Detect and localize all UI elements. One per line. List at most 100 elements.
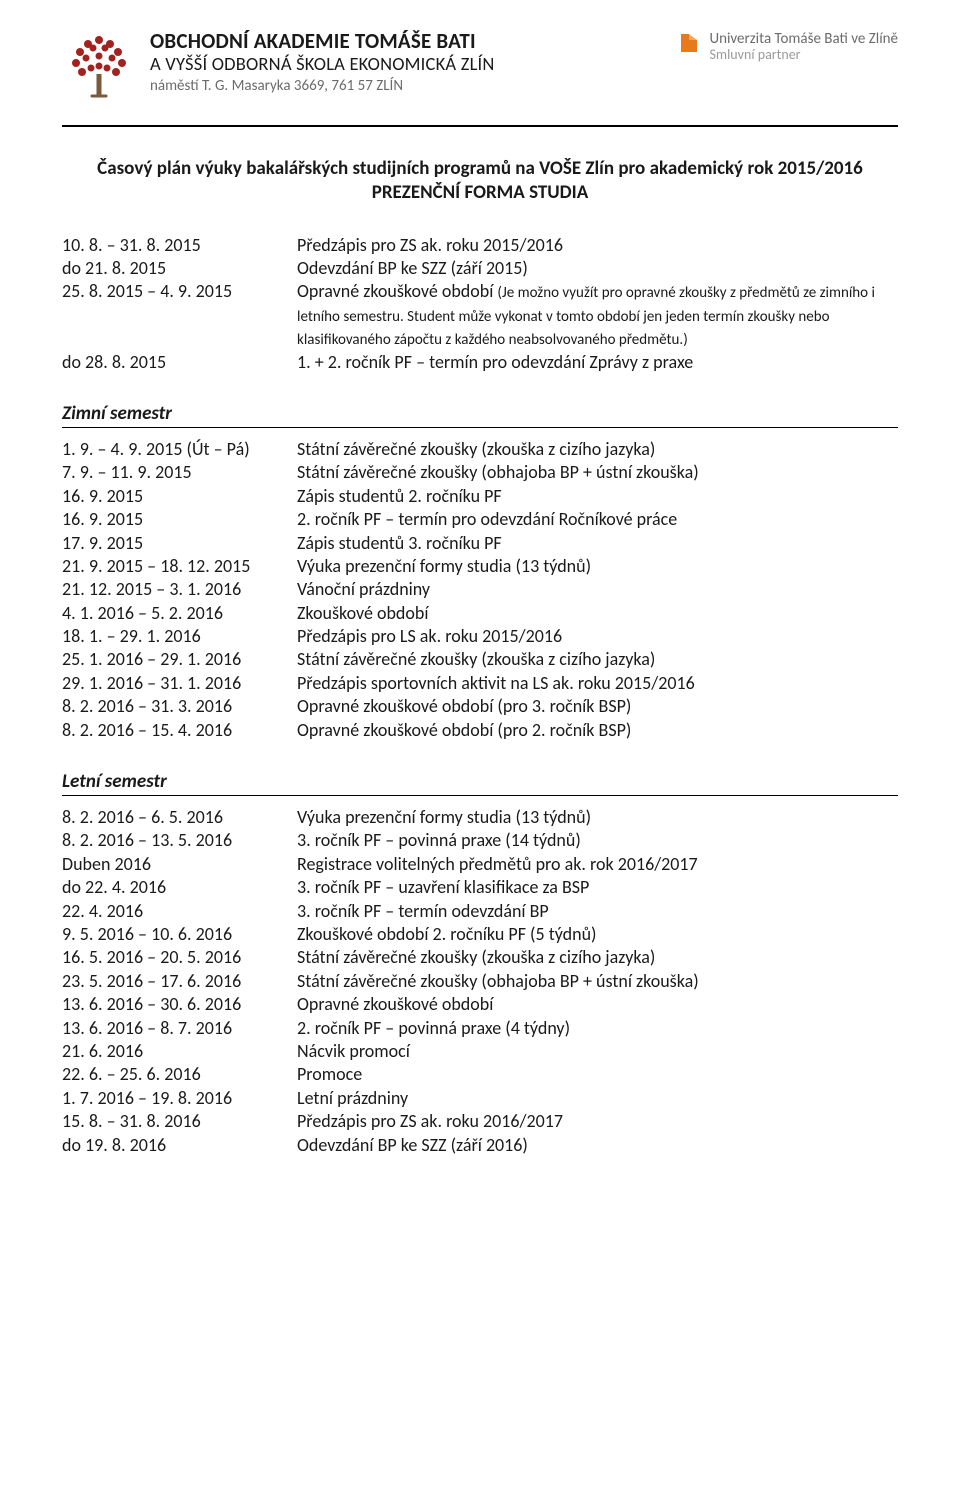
desc-cell: Státní závěrečné zkoušky (obhajoba BP + … [297, 970, 898, 993]
desc-cell: Zkouškové období [297, 602, 898, 625]
date-cell: 8. 2. 2016 – 13. 5. 2016 [62, 829, 297, 852]
desc-cell: Odevzdání BP ke SZZ (září 2015) [297, 257, 898, 280]
date-cell: 29. 1. 2016 – 31. 1. 2016 [62, 672, 297, 695]
schedule-row: 15. 8. – 31. 8. 2016Předzápis pro ZS ak.… [62, 1110, 898, 1133]
section-heading: Zimní semestr [62, 402, 898, 428]
utb-text-block: Univerzita Tomáše Bati ve Zlíně Smluvní … [709, 30, 898, 63]
school-name-line2: A VYŠŠÍ ODBORNÁ ŠKOLA EKONOMICKÁ ZLÍN [150, 52, 495, 75]
school-address: náměstí T. G. Masaryka 3669, 761 57 ZLÍN [150, 77, 495, 95]
date-cell: 18. 1. – 29. 1. 2016 [62, 625, 297, 648]
desc-lead: Opravné zkouškové období [297, 280, 497, 302]
schedule-row: 8. 2. 2016 – 15. 4. 2016Opravné zkouškov… [62, 719, 898, 742]
date-cell: 22. 4. 2016 [62, 900, 297, 923]
schedule-row: 1. 9. – 4. 9. 2015 (Út – Pá)Státní závěr… [62, 438, 898, 461]
date-cell: 25. 8. 2015 – 4. 9. 2015 [62, 280, 297, 350]
date-cell: 9. 5. 2016 – 10. 6. 2016 [62, 923, 297, 946]
date-cell: 17. 9. 2015 [62, 532, 297, 555]
schedule-row: 8. 2. 2016 – 31. 3. 2016Opravné zkouškov… [62, 695, 898, 718]
date-cell: 16. 9. 2015 [62, 508, 297, 531]
desc-cell: 3. ročník PF – uzavření klasifikace za B… [297, 876, 898, 899]
schedule-row: 25. 8. 2015 – 4. 9. 2015Opravné zkouškov… [62, 280, 898, 350]
schedule-row: do 21. 8. 2015Odevzdání BP ke SZZ (září … [62, 257, 898, 280]
desc-cell: 2. ročník PF – povinná praxe (4 týdny) [297, 1017, 898, 1040]
schedule-row: 4. 1. 2016 – 5. 2. 2016Zkouškové období [62, 602, 898, 625]
section-heading: Letní semestr [62, 770, 898, 796]
desc-cell: Státní závěrečné zkoušky (zkouška z cizí… [297, 946, 898, 969]
date-cell: 13. 6. 2016 – 30. 6. 2016 [62, 993, 297, 1016]
desc-cell: Zápis studentů 3. ročníku PF [297, 532, 898, 555]
date-cell: 21. 9. 2015 – 18. 12. 2015 [62, 555, 297, 578]
schedule-row: 17. 9. 2015Zápis studentů 3. ročníku PF [62, 532, 898, 555]
schedule-row: 9. 5. 2016 – 10. 6. 2016Zkouškové období… [62, 923, 898, 946]
desc-cell: Registrace volitelných předmětů pro ak. … [297, 853, 898, 876]
schedule-row: 7. 9. – 11. 9. 2015Státní závěrečné zkou… [62, 461, 898, 484]
desc-cell: 3. ročník PF – povinná praxe (14 týdnů) [297, 829, 898, 852]
schedule-row: do 19. 8. 2016Odevzdání BP ke SZZ (září … [62, 1134, 898, 1157]
schedule-row: 23. 5. 2016 – 17. 6. 2016Státní závěrečn… [62, 970, 898, 993]
date-cell: Duben 2016 [62, 853, 297, 876]
date-cell: 1. 7. 2016 – 19. 8. 2016 [62, 1087, 297, 1110]
desc-cell: Opravné zkouškové období (pro 3. ročník … [297, 695, 898, 718]
desc-cell: Státní závěrečné zkoušky (obhajoba BP + … [297, 461, 898, 484]
date-cell: 15. 8. – 31. 8. 2016 [62, 1110, 297, 1133]
header-left: OBCHODNÍ AKADEMIE TOMÁŠE BATI A VYŠŠÍ OD… [62, 28, 495, 107]
date-cell: 22. 6. – 25. 6. 2016 [62, 1063, 297, 1086]
date-cell: 25. 1. 2016 – 29. 1. 2016 [62, 648, 297, 671]
schedule-row: 8. 2. 2016 – 6. 5. 2016Výuka prezenční f… [62, 806, 898, 829]
date-cell: 4. 1. 2016 – 5. 2. 2016 [62, 602, 297, 625]
desc-cell: 1. + 2. ročník PF – termín pro odevzdání… [297, 351, 898, 374]
desc-cell: Výuka prezenční formy studia (13 týdnů) [297, 806, 898, 829]
schedule-row: 16. 9. 20152. ročník PF – termín pro ode… [62, 508, 898, 531]
date-cell: 10. 8. – 31. 8. 2015 [62, 234, 297, 257]
school-name-line1: OBCHODNÍ AKADEMIE TOMÁŠE BATI [150, 28, 495, 54]
date-cell: 8. 2. 2016 – 31. 3. 2016 [62, 695, 297, 718]
date-cell: 13. 6. 2016 – 8. 7. 2016 [62, 1017, 297, 1040]
date-cell: 21. 6. 2016 [62, 1040, 297, 1063]
document-title: Časový plán výuky bakalářských studijníc… [62, 157, 898, 206]
date-cell: 8. 2. 2016 – 6. 5. 2016 [62, 806, 297, 829]
school-title-block: OBCHODNÍ AKADEMIE TOMÁŠE BATI A VYŠŠÍ OD… [150, 28, 495, 95]
schedule-row: do 22. 4. 20163. ročník PF – uzavření kl… [62, 876, 898, 899]
desc-cell: Opravné zkouškové období [297, 993, 898, 1016]
desc-cell: Zkouškové období 2. ročníku PF (5 týdnů) [297, 923, 898, 946]
schedule-row: 16. 9. 2015Zápis studentů 2. ročníku PF [62, 485, 898, 508]
header-divider [62, 125, 898, 127]
desc-cell: Předzápis pro ZS ak. roku 2015/2016 [297, 234, 898, 257]
intro-table: 10. 8. – 31. 8. 2015Předzápis pro ZS ak.… [62, 234, 898, 374]
date-cell: 7. 9. – 11. 9. 2015 [62, 461, 297, 484]
title-line1: Časový plán výuky bakalářských studijníc… [97, 157, 863, 180]
date-cell: 23. 5. 2016 – 17. 6. 2016 [62, 970, 297, 993]
schedule-row: 1. 7. 2016 – 19. 8. 2016Letní prázdniny [62, 1087, 898, 1110]
page: OBCHODNÍ AKADEMIE TOMÁŠE BATI A VYŠŠÍ OD… [0, 0, 960, 1217]
desc-cell: Předzápis sportovních aktivit na LS ak. … [297, 672, 898, 695]
date-cell: do 28. 8. 2015 [62, 351, 297, 374]
desc-cell: Opravné zkouškové období (pro 2. ročník … [297, 719, 898, 742]
desc-cell: Letní prázdniny [297, 1087, 898, 1110]
schedule-table: 1. 9. – 4. 9. 2015 (Út – Pá)Státní závěr… [62, 438, 898, 742]
schedule-row: 16. 5. 2016 – 20. 5. 2016Státní závěrečn… [62, 946, 898, 969]
schedule-row: 10. 8. – 31. 8. 2015Předzápis pro ZS ak.… [62, 234, 898, 257]
date-cell: do 21. 8. 2015 [62, 257, 297, 280]
date-cell: do 22. 4. 2016 [62, 876, 297, 899]
schedule-row: 21. 12. 2015 – 3. 1. 2016Vánoční prázdni… [62, 578, 898, 601]
desc-cell: Opravné zkouškové období (Je možno využí… [297, 280, 898, 350]
date-cell: 16. 5. 2016 – 20. 5. 2016 [62, 946, 297, 969]
utb-subtitle: Smluvní partner [709, 46, 898, 63]
tree-logo-icon [62, 28, 136, 107]
desc-cell: 2. ročník PF – termín pro odevzdání Ročn… [297, 508, 898, 531]
desc-cell: Vánoční prázdniny [297, 578, 898, 601]
desc-cell: 3. ročník PF – termín odevzdání BP [297, 900, 898, 923]
header: OBCHODNÍ AKADEMIE TOMÁŠE BATI A VYŠŠÍ OD… [62, 28, 898, 125]
utb-logo-icon [679, 30, 701, 61]
schedule-row: 29. 1. 2016 – 31. 1. 2016Předzápis sport… [62, 672, 898, 695]
desc-cell: Státní závěrečné zkoušky (zkouška z cizí… [297, 648, 898, 671]
schedule-table: 8. 2. 2016 – 6. 5. 2016Výuka prezenční f… [62, 806, 898, 1157]
desc-cell: Promoce [297, 1063, 898, 1086]
schedule-row: Duben 2016Registrace volitelných předmět… [62, 853, 898, 876]
schedule-row: 18. 1. – 29. 1. 2016Předzápis pro LS ak.… [62, 625, 898, 648]
desc-cell: Předzápis pro LS ak. roku 2015/2016 [297, 625, 898, 648]
title-line2: PREZENČNÍ FORMA STUDIA [372, 181, 589, 204]
schedule-row: 21. 9. 2015 – 18. 12. 2015Výuka prezenčn… [62, 555, 898, 578]
schedule-row: 25. 1. 2016 – 29. 1. 2016Státní závěrečn… [62, 648, 898, 671]
desc-cell: Zápis studentů 2. ročníku PF [297, 485, 898, 508]
